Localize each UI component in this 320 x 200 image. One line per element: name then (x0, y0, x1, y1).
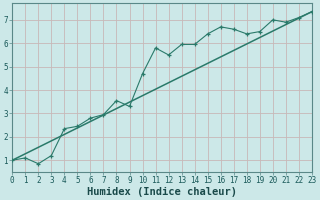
X-axis label: Humidex (Indice chaleur): Humidex (Indice chaleur) (87, 186, 237, 197)
